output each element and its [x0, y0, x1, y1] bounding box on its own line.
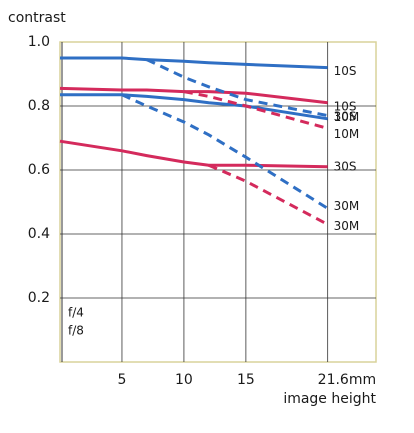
series-line [208, 163, 329, 226]
series-label: 30S [334, 159, 357, 173]
series-line [146, 58, 328, 118]
series-label: 10S [334, 99, 357, 113]
series-label: 30M [334, 199, 360, 213]
x-axis-label: image height [283, 391, 376, 407]
x-tick-label: 5 [117, 372, 126, 388]
y-tick-label: 0.4 [28, 226, 50, 242]
x-tick-label: 15 [237, 372, 255, 388]
series-label: 30M [334, 219, 360, 233]
y-tick-label: 0.6 [28, 162, 50, 178]
series-line [59, 139, 328, 169]
y-tick-label: 0.8 [28, 98, 50, 114]
series-label: 10S [334, 64, 357, 78]
series-line [183, 90, 329, 130]
legend-label: f/8 [68, 324, 84, 338]
plot-frame [59, 41, 377, 363]
y-tick-label: 0.2 [28, 290, 50, 306]
series-line [121, 93, 329, 210]
x-tick-label: 21.6mm [318, 372, 376, 388]
series-line [60, 56, 328, 70]
series-label: 30S [334, 109, 357, 123]
legend-label: f/4 [68, 306, 84, 320]
series-label: 10M [334, 110, 360, 124]
y-axis-label: contrast [8, 10, 66, 26]
series-label: 10M [334, 127, 360, 141]
y-tick-label: 1.0 [28, 34, 50, 50]
x-tick-label: 10 [175, 372, 193, 388]
